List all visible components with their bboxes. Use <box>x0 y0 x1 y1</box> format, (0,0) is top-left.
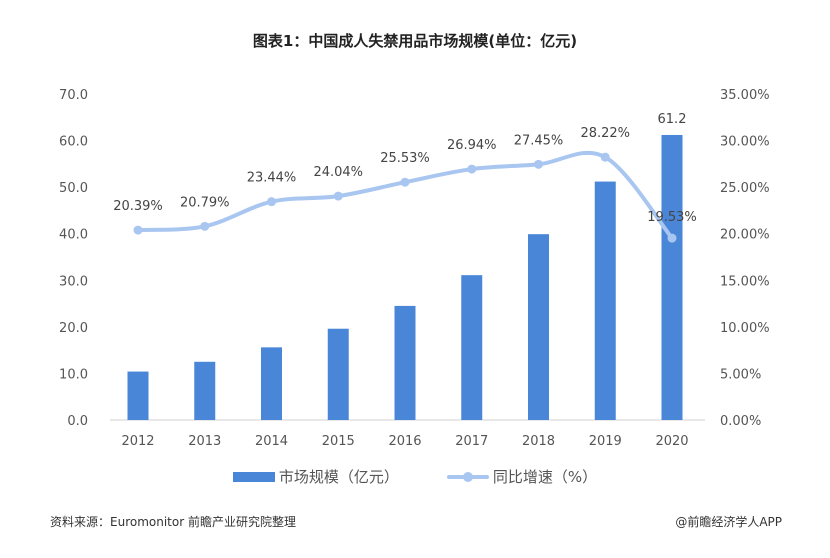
legend-label: 同比增速（%） <box>492 468 598 486</box>
legend-label: 市场规模（亿元） <box>278 468 399 486</box>
legend-item-bar[interactable]: 市场规模（亿元） <box>232 466 399 487</box>
x-tick-label: 2016 <box>388 434 421 449</box>
y-left-tick-label: 20.0 <box>59 321 88 336</box>
y-left-tick-label: 30.0 <box>59 274 88 289</box>
growth-point <box>600 152 610 162</box>
line-data-label: 26.94% <box>447 138 497 153</box>
y-left-tick-label: 60.0 <box>59 135 88 150</box>
bar-data-label: 61.2 <box>658 112 687 127</box>
y-right-tick-label: 0.00% <box>720 414 761 429</box>
x-tick-label: 2018 <box>522 434 555 449</box>
y-left-tick-label: 70.0 <box>59 88 88 103</box>
legend: 市场规模（亿元） 同比增速（%） <box>0 466 830 487</box>
legend-bar-swatch <box>232 471 275 482</box>
y-left-tick-label: 10.0 <box>59 367 88 382</box>
growth-point <box>534 159 543 169</box>
growth-point <box>667 233 677 243</box>
bar <box>261 347 282 420</box>
y-right-tick-label: 20.00% <box>720 228 770 243</box>
y-right-tick-label: 10.00% <box>720 321 770 336</box>
bar <box>528 234 549 420</box>
credit: @前瞻经济学人APP <box>675 515 782 529</box>
y-left-tick-label: 40.0 <box>59 228 88 243</box>
y-left-tick-label: 0.0 <box>67 414 88 429</box>
bar <box>394 305 416 420</box>
line-data-label: 20.79% <box>180 195 230 210</box>
growth-point <box>267 197 276 207</box>
legend-item-line[interactable]: 同比增速（%） <box>446 466 598 487</box>
bar <box>661 134 683 421</box>
line-data-label: 19.53% <box>647 210 697 225</box>
y-right-tick-label: 15.00% <box>720 274 770 289</box>
y-right-tick-label: 5.00% <box>720 367 761 382</box>
y-right-tick-label: 25.00% <box>720 181 770 196</box>
x-tick-label: 2017 <box>455 434 488 449</box>
bar <box>594 181 616 420</box>
y-left-tick-label: 50.0 <box>59 181 88 196</box>
bar <box>327 328 349 420</box>
x-tick-label: 2020 <box>655 434 688 449</box>
line-data-label: 25.53% <box>380 151 430 166</box>
source-note: 资料来源：Euromonitor 前瞻产业研究院整理 <box>50 515 296 529</box>
bar <box>194 361 216 420</box>
line-data-label: 28.22% <box>580 126 630 141</box>
bar <box>127 371 149 420</box>
legend-line-swatch <box>446 471 489 482</box>
growth-point <box>200 221 210 231</box>
x-tick-label: 2012 <box>121 434 154 449</box>
line-data-label: 23.44% <box>247 171 297 186</box>
chart-title: 图表1：中国成人失禁用品市场规模(单位：亿元) <box>252 32 578 50</box>
y-right-tick-label: 30.00% <box>720 135 770 150</box>
line-data-label: 20.39% <box>113 199 163 214</box>
line-data-label: 27.45% <box>514 133 564 148</box>
x-tick-label: 2015 <box>322 434 355 449</box>
bar <box>461 275 483 420</box>
x-tick-label: 2013 <box>188 434 221 449</box>
growth-point <box>400 177 410 187</box>
x-tick-label: 2014 <box>255 434 288 449</box>
growth-point <box>333 191 343 201</box>
growth-point <box>133 225 143 235</box>
growth-point <box>467 164 477 174</box>
x-tick-label: 2019 <box>589 434 622 449</box>
line-data-label: 24.04% <box>313 165 363 180</box>
y-right-tick-label: 35.00% <box>720 88 770 103</box>
